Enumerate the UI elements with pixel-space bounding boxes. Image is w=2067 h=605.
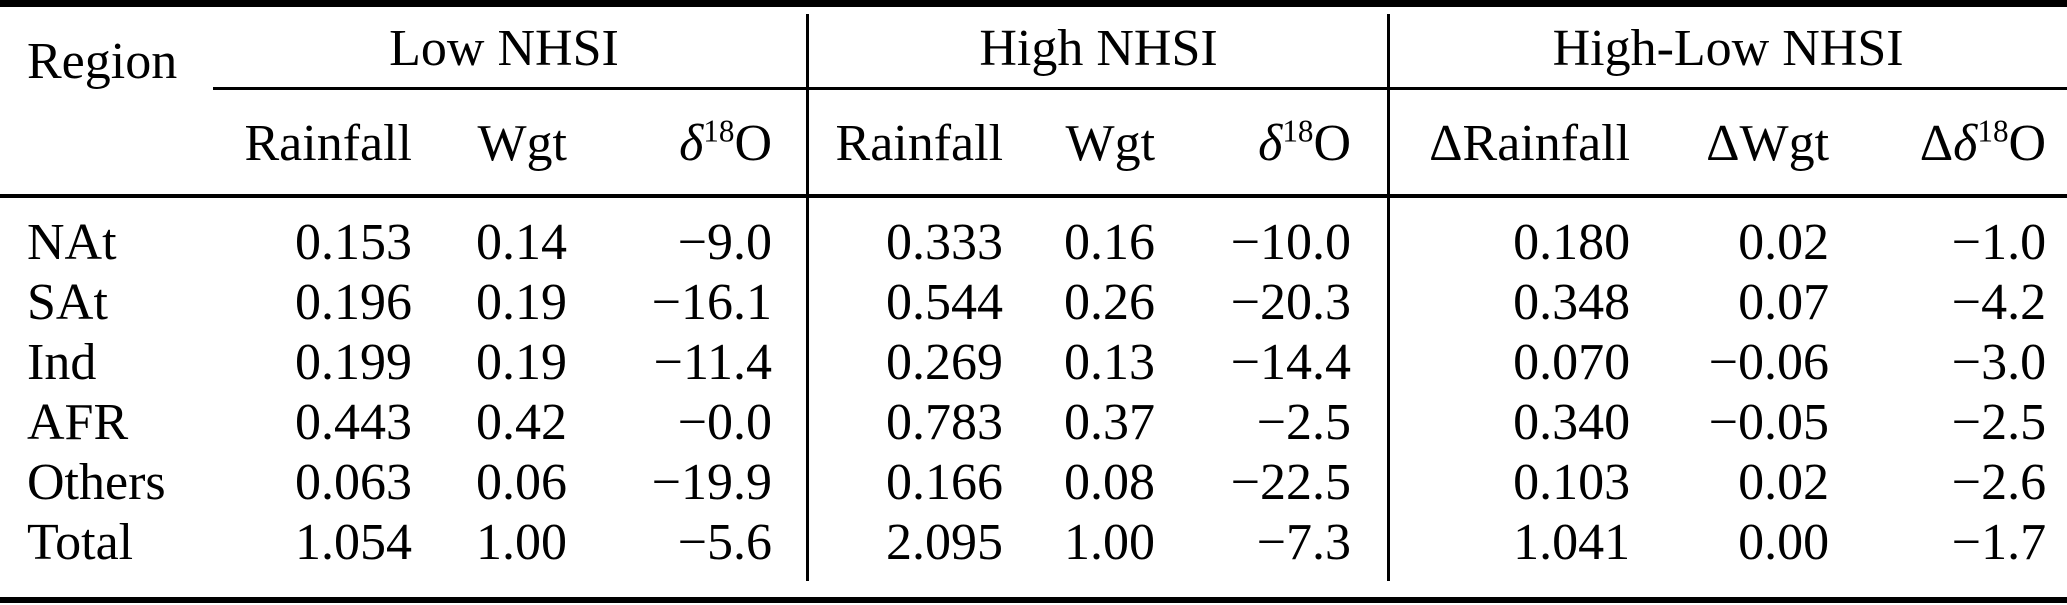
col-header-high-d18o: δ18O	[1258, 114, 1352, 173]
value-cell: 0.06	[476, 454, 567, 512]
empty-cell	[0, 90, 200, 198]
value-cell: −4.2	[1951, 274, 2047, 332]
col-header-delta-wgt: ΔWgt	[1706, 115, 1830, 173]
value-cell: 1.00	[476, 514, 567, 572]
value-cell: 0.07	[1738, 274, 1830, 332]
value-cell: 0.340	[1513, 394, 1631, 452]
region-cell: NAt	[27, 214, 117, 272]
value-cell: 0.103	[1513, 454, 1631, 512]
value-cell: −2.6	[1951, 454, 2047, 512]
value-cell: 0.348	[1513, 274, 1631, 332]
value-cell: −1.0	[1951, 214, 2047, 272]
col-header-low-wgt: Wgt	[477, 115, 567, 173]
value-cell: 0.42	[476, 394, 567, 452]
value-cell: 0.166	[886, 454, 1004, 512]
value-cell: 0.180	[1513, 214, 1631, 272]
region-cell: Others	[27, 454, 166, 512]
value-cell: 0.37	[1064, 394, 1156, 452]
value-cell: 0.196	[295, 274, 412, 332]
data-table: Region Low NHSI High NHSI High-Low NHSI …	[0, 7, 2067, 573]
value-cell: −0.06	[1708, 334, 1830, 392]
top-rule	[0, 0, 2067, 7]
value-cell: 1.054	[295, 514, 412, 572]
value-cell: 0.02	[1738, 454, 1830, 512]
value-cell: −14.4	[1230, 334, 1352, 392]
table-row: Ind 0.199 0.19 −11.4 0.269 0.13 −14.4 0.…	[0, 333, 2067, 393]
region-cell: Ind	[27, 334, 97, 392]
value-cell: 2.095	[886, 514, 1004, 572]
col-header-high-wgt: Wgt	[1065, 115, 1156, 173]
column-header-row: Rainfall Wgt δ18O Rainfall Wgt δ18O ΔRai…	[0, 90, 2067, 198]
value-cell: 1.00	[1064, 514, 1156, 572]
value-cell: −19.9	[651, 454, 773, 512]
value-cell: −20.3	[1230, 274, 1352, 332]
bottom-rule	[0, 597, 2067, 603]
value-cell: 0.544	[886, 274, 1004, 332]
group-header-low-nhsi: Low NHSI	[389, 19, 619, 77]
value-cell: 0.333	[886, 214, 1004, 272]
value-cell: 0.02	[1738, 214, 1830, 272]
value-cell: 0.16	[1064, 214, 1156, 272]
value-cell: −7.3	[1256, 514, 1352, 572]
value-cell: 0.199	[295, 334, 412, 392]
value-cell: 1.041	[1513, 514, 1631, 572]
value-cell: 0.063	[295, 454, 412, 512]
value-cell: −3.0	[1951, 334, 2047, 392]
value-cell: 0.19	[476, 274, 567, 332]
value-cell: −2.5	[1256, 394, 1352, 452]
col-header-high-rainfall: Rainfall	[835, 115, 1004, 173]
value-cell: 0.443	[295, 394, 412, 452]
value-cell: 0.14	[476, 214, 567, 272]
value-cell: 0.19	[476, 334, 567, 392]
group-header-row: Region Low NHSI High NHSI High-Low NHSI	[0, 7, 2067, 90]
value-cell: 0.26	[1064, 274, 1156, 332]
header-bottom-rule	[0, 194, 2067, 198]
value-cell: −1.7	[1951, 514, 2047, 572]
value-cell: 0.070	[1513, 334, 1631, 392]
col-header-delta-d18o: Δδ18O	[1919, 114, 2047, 173]
value-cell: 0.269	[886, 334, 1004, 392]
value-cell: −10.0	[1230, 214, 1352, 272]
col-header-low-rainfall: Rainfall	[244, 115, 412, 173]
region-header: Region	[27, 32, 178, 90]
region-cell: SAt	[27, 274, 108, 332]
col-header-delta-rainfall: ΔRainfall	[1429, 115, 1631, 173]
group-header-high-nhsi: High NHSI	[979, 19, 1218, 77]
group-header-high-low-nhsi: High-Low NHSI	[1552, 19, 1904, 77]
group-header-rule	[213, 87, 2067, 90]
value-cell: −5.6	[677, 514, 773, 572]
value-cell: 0.08	[1064, 454, 1156, 512]
table-row: Others 0.063 0.06 −19.9 0.166 0.08 −22.5…	[0, 453, 2067, 513]
col-header-low-d18o: δ18O	[679, 114, 773, 173]
vertical-separator-low-high	[806, 14, 809, 581]
region-cell: Total	[27, 514, 134, 572]
value-cell: 0.153	[295, 214, 412, 272]
value-cell: 0.00	[1738, 514, 1830, 572]
spacer-row	[0, 198, 2067, 213]
value-cell: −16.1	[651, 274, 773, 332]
value-cell: −11.4	[653, 334, 773, 392]
table-row: SAt 0.196 0.19 −16.1 0.544 0.26 −20.3 0.…	[0, 273, 2067, 333]
value-cell: −0.0	[677, 394, 773, 452]
value-cell: −0.05	[1708, 394, 1830, 452]
vertical-separator-high-highlow	[1387, 14, 1390, 581]
value-cell: 0.13	[1064, 334, 1156, 392]
table-row: Total 1.054 1.00 −5.6 2.095 1.00 −7.3 1.…	[0, 513, 2067, 573]
table-row: AFR 0.443 0.42 −0.0 0.783 0.37 −2.5 0.34…	[0, 393, 2067, 453]
value-cell: −22.5	[1230, 454, 1352, 512]
table-row: NAt 0.153 0.14 −9.0 0.333 0.16 −10.0 0.1…	[0, 213, 2067, 273]
value-cell: −2.5	[1951, 394, 2047, 452]
value-cell: −9.0	[677, 214, 773, 272]
value-cell: 0.783	[886, 394, 1004, 452]
region-cell: AFR	[27, 394, 129, 452]
